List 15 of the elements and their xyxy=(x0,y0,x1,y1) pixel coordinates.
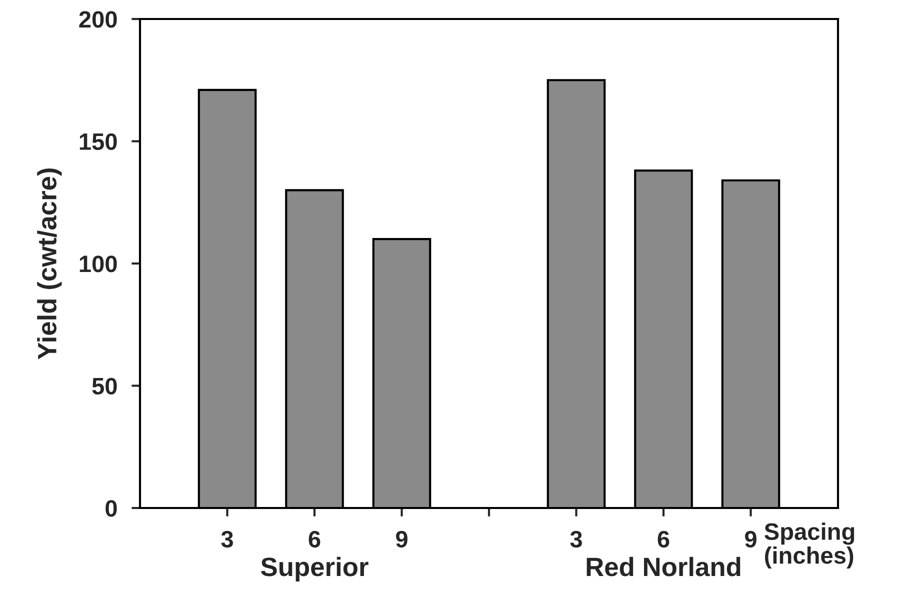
y-tick-label: 150 xyxy=(80,133,117,150)
x-tick-label: 9 xyxy=(745,530,756,548)
x-tick-label: 3 xyxy=(221,530,233,548)
x-tick-label: 3 xyxy=(570,530,582,548)
text: Superior xyxy=(261,556,368,582)
y-tick-label: 0 xyxy=(106,500,117,517)
y-tick-label: 100 xyxy=(80,256,117,272)
x-tick-label: 6 xyxy=(308,530,320,548)
y-axis-title: Yield (cwt/acre) xyxy=(37,168,62,360)
y-tick-label: 200 xyxy=(79,11,117,28)
text: Red Norland xyxy=(586,556,740,576)
y-tick-label: 50 xyxy=(92,378,117,395)
x-tick-label: 9 xyxy=(396,530,408,548)
x-tick-label: 6 xyxy=(658,530,670,548)
text: Spacing (inches) xyxy=(764,522,854,569)
